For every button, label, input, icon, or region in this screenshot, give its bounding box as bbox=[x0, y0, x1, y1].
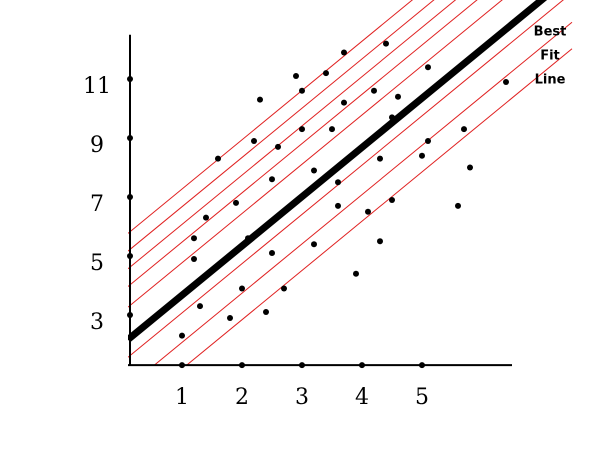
point bbox=[257, 96, 263, 103]
x-tick bbox=[239, 362, 245, 369]
y-tick bbox=[127, 312, 133, 318]
annotation: Line bbox=[535, 73, 566, 88]
point bbox=[365, 208, 371, 215]
point bbox=[353, 270, 359, 277]
x-tick bbox=[299, 362, 305, 369]
point bbox=[341, 99, 347, 106]
point bbox=[383, 40, 389, 47]
guide-line bbox=[186, 48, 573, 365]
y-tick bbox=[127, 135, 133, 141]
y-tick bbox=[127, 76, 133, 82]
point bbox=[377, 155, 383, 162]
annotation: Best bbox=[534, 25, 567, 40]
point bbox=[503, 78, 509, 85]
point bbox=[251, 137, 257, 144]
guides bbox=[128, 0, 573, 365]
x-tick bbox=[359, 362, 365, 369]
y-tick-label: 9 bbox=[90, 133, 104, 158]
y-tick-label: 7 bbox=[90, 192, 104, 217]
point bbox=[425, 137, 431, 144]
point bbox=[275, 143, 281, 150]
point bbox=[395, 93, 401, 100]
point bbox=[191, 235, 197, 242]
point bbox=[419, 152, 425, 159]
point bbox=[239, 285, 245, 292]
point bbox=[323, 70, 329, 77]
point bbox=[341, 49, 347, 56]
point bbox=[227, 314, 233, 321]
guide-line bbox=[128, 0, 503, 308]
guide-line bbox=[128, 0, 414, 234]
point bbox=[329, 126, 335, 133]
guide-line bbox=[128, 0, 457, 270]
point bbox=[203, 214, 209, 221]
point bbox=[377, 238, 383, 245]
point bbox=[461, 126, 467, 133]
x-tick bbox=[419, 362, 425, 369]
guide-line bbox=[128, 0, 435, 252]
point bbox=[245, 235, 251, 242]
point bbox=[179, 332, 185, 339]
point bbox=[263, 309, 269, 316]
x-tick-label: 1 bbox=[175, 385, 189, 410]
point bbox=[299, 126, 305, 133]
point bbox=[455, 202, 461, 209]
x-tick-label: 3 bbox=[295, 385, 309, 410]
point bbox=[233, 199, 239, 206]
point bbox=[335, 179, 341, 186]
point bbox=[269, 250, 275, 257]
best-fit-line bbox=[128, 0, 548, 343]
y-tick-label: 5 bbox=[90, 251, 104, 276]
x-tick bbox=[179, 362, 185, 369]
guide-line bbox=[153, 21, 573, 365]
point bbox=[281, 285, 287, 292]
point bbox=[197, 303, 203, 310]
point bbox=[311, 241, 317, 248]
point bbox=[467, 164, 473, 171]
guide-line bbox=[128, 0, 564, 358]
x-tick-label: 4 bbox=[355, 385, 369, 410]
point bbox=[269, 176, 275, 183]
point bbox=[335, 202, 341, 209]
guide-line bbox=[128, 0, 478, 287]
annotation: Fit bbox=[540, 49, 560, 64]
y-tick-label: 11 bbox=[83, 74, 111, 99]
point bbox=[425, 64, 431, 71]
point bbox=[293, 73, 299, 80]
point bbox=[191, 255, 197, 262]
point bbox=[389, 114, 395, 121]
point bbox=[299, 87, 305, 94]
point bbox=[311, 167, 317, 174]
point bbox=[371, 87, 377, 94]
y-tick bbox=[127, 194, 133, 200]
point bbox=[389, 196, 395, 203]
x-tick-label: 5 bbox=[415, 385, 429, 410]
point bbox=[215, 155, 221, 162]
y-tick-label: 3 bbox=[90, 310, 104, 335]
y-tick bbox=[127, 253, 133, 259]
x-tick-label: 2 bbox=[235, 385, 249, 410]
